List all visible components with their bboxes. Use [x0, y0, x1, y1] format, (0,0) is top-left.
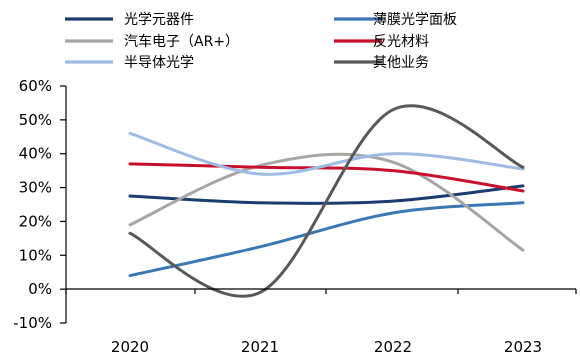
y-axis-ticks: 60% 50% 40% 30% 20% 10% 0% -10%	[13, 77, 66, 332]
x-axis-ticks: 2020 2021 2022 2023	[65, 289, 577, 354]
legend-label: 其他业务	[373, 55, 429, 71]
y-tick-label: 10%	[19, 246, 52, 264]
series-line-4	[128, 162, 525, 193]
legend-label: 反光材料	[373, 34, 429, 50]
legend-label: 光学元器件	[124, 12, 194, 28]
y-tick-label: 30%	[19, 179, 52, 197]
x-tick-label: 2023	[504, 338, 542, 354]
y-tick-label: 60%	[19, 77, 52, 95]
y-tick-label: 0%	[28, 280, 52, 298]
x-tick-label: 2022	[374, 338, 412, 354]
y-tick-label: -10%	[13, 314, 52, 332]
legend-label: 薄膜光学面板	[373, 12, 457, 28]
series-line-5	[128, 131, 525, 176]
legend-label: 汽车电子（AR+）	[124, 33, 239, 50]
y-tick-label: 20%	[19, 212, 52, 230]
x-tick-label: 2021	[241, 338, 279, 354]
series-line-3	[128, 152, 525, 252]
legend-label: 半导体光学	[124, 55, 194, 71]
series-line-6	[128, 104, 525, 298]
series-lines	[128, 104, 525, 298]
series-line-2	[128, 201, 525, 278]
y-tick-label: 40%	[19, 145, 52, 163]
x-tick-label: 2020	[111, 338, 149, 354]
y-tick-label: 50%	[19, 111, 52, 129]
chart-axes	[65, 86, 576, 323]
